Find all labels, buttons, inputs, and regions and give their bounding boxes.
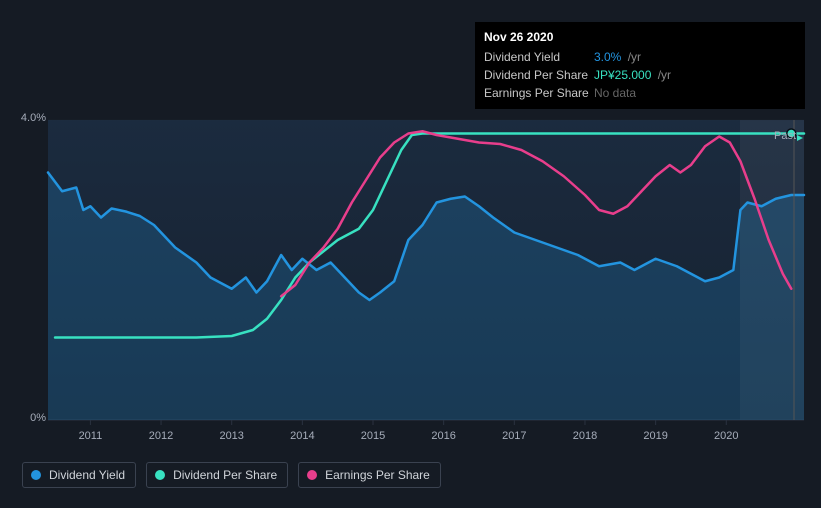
x-axis-tick-label: 2018 (573, 430, 597, 442)
tooltip-row: Dividend Per ShareJP¥25.000 /yr (484, 66, 796, 84)
x-axis-tick-label: 2014 (290, 430, 314, 442)
legend-item[interactable]: Earnings Per Share (298, 462, 441, 488)
tooltip-row-label: Earnings Per Share (484, 86, 594, 100)
x-axis-tick-label: 2013 (219, 430, 243, 442)
legend-item[interactable]: Dividend Yield (22, 462, 136, 488)
chart-tooltip: Nov 26 2020 Dividend Yield3.0% /yrDivide… (475, 22, 805, 109)
past-annotation: Past (774, 130, 796, 142)
x-axis-tick-label: 2012 (149, 430, 173, 442)
tooltip-row-value: JP¥25.000 /yr (594, 68, 796, 82)
tooltip-row: Dividend Yield3.0% /yr (484, 48, 796, 66)
x-axis-tick-label: 2017 (502, 430, 526, 442)
tooltip-row-value: No data (594, 86, 796, 100)
x-axis-tick-label: 2011 (79, 430, 103, 442)
tooltip-date: Nov 26 2020 (484, 27, 796, 48)
x-axis-tick-label: 2019 (643, 430, 667, 442)
x-axis-tick-label: 2015 (361, 430, 385, 442)
legend-label: Dividend Yield (49, 468, 125, 482)
dividend-chart: 0% 4.0% 2011 2012 2013 2014 2015 2016 2017 2018 2… (0, 0, 821, 508)
y-axis-tick-label: 0% (6, 412, 46, 424)
tooltip-row-label: Dividend Yield (484, 50, 594, 64)
legend-swatch (307, 470, 317, 480)
tooltip-row-label: Dividend Per Share (484, 68, 594, 82)
legend-label: Earnings Per Share (325, 468, 430, 482)
chart-legend: Dividend Yield Dividend Per Share Earnings… (22, 462, 441, 488)
legend-swatch (155, 470, 165, 480)
x-axis-tick-label: 2016 (431, 430, 455, 442)
legend-label: Dividend Per Share (173, 468, 277, 482)
x-axis-tick-label: 2020 (714, 430, 738, 442)
legend-swatch (31, 470, 41, 480)
y-axis-tick-label: 4.0% (6, 112, 46, 124)
legend-item[interactable]: Dividend Per Share (146, 462, 288, 488)
tooltip-row-value: 3.0% /yr (594, 50, 796, 64)
tooltip-row: Earnings Per ShareNo data (484, 84, 796, 102)
